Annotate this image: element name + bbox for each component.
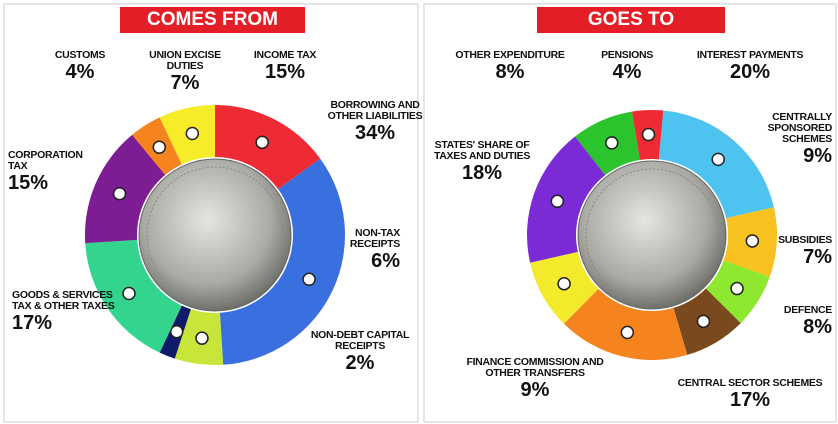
marker-dot (620, 325, 635, 340)
slice-label: SUBSIDIES 7% (752, 234, 832, 269)
coin (577, 160, 727, 310)
value-label: 4% (612, 61, 642, 84)
value-label: 4% (65, 61, 95, 84)
marker-dot (122, 286, 136, 301)
value-label: 7% (803, 246, 832, 269)
marker-dot (112, 186, 127, 201)
marker-dot (550, 194, 565, 209)
panel (3, 3, 419, 423)
slice-label: GOODS & SERVICES TAX & OTHER TAXES 17% (12, 289, 122, 335)
slice-label: INCOME TAX 15% (240, 49, 330, 84)
marker-dot (745, 234, 760, 248)
donut-segment (563, 288, 688, 361)
coin-rim (146, 166, 284, 304)
marker-dot (169, 324, 184, 339)
slice-label: PENSIONS 4% (597, 49, 657, 84)
category-name: FINANCE COMMISSION AND OTHER TRANSFERS (466, 356, 604, 380)
value-label: 6% (371, 250, 400, 273)
marker-dot (711, 152, 725, 167)
marker-dot (696, 314, 711, 329)
value-label: 7% (170, 72, 200, 95)
coin-rim (585, 168, 719, 302)
slice-label: UNION EXCISE DUTIES 7% (145, 49, 225, 95)
value-label: 2% (345, 352, 375, 375)
marker-dot (185, 126, 200, 141)
value-label: 8% (495, 61, 525, 84)
value-label: 15% (264, 61, 306, 84)
category-name: UNION EXCISE DUTIES (149, 49, 221, 73)
slice-label: CENTRAL SECTOR SCHEMES 17% (670, 377, 830, 412)
category-name: CENTRAL SECTOR SCHEMES (677, 377, 823, 389)
slice-label: OTHER EXPENDITURE 8% (450, 49, 570, 84)
coin (138, 158, 292, 312)
donut-segment (85, 134, 166, 244)
value-label: 15% (8, 172, 49, 195)
slice-label: INTEREST PAYMENTS 20% (690, 49, 810, 84)
marker-dot (605, 136, 619, 150)
category-name: BORROWING AND OTHER LIABILITIES (327, 99, 423, 123)
category-name: INCOME TAX (253, 49, 317, 61)
donut-segment (219, 158, 345, 365)
slice-label: DEFENCE 8% (752, 304, 832, 339)
slice-label: NON-DEBT CAPITAL RECEIPTS 2% (300, 329, 420, 375)
category-name: PENSIONS (601, 49, 653, 61)
donut-segment (215, 105, 321, 190)
category-name: INTEREST PAYMENTS (696, 49, 804, 61)
slice-label: CUSTOMS 4% (45, 49, 115, 84)
slice-label: BORROWING AND OTHER LIABILITIES 34% (327, 99, 423, 145)
category-name: NON-DEBT CAPITAL RECEIPTS (310, 329, 410, 353)
value-label: 17% (12, 312, 53, 335)
value-label: 34% (354, 122, 396, 145)
value-label: 18% (461, 162, 503, 185)
value-label: 17% (729, 389, 771, 412)
value-label: 9% (520, 379, 550, 402)
chart-title: GOES TO (537, 7, 725, 33)
value-label: 8% (803, 316, 832, 339)
panel (423, 3, 837, 423)
donut-segment (527, 136, 606, 263)
slice-label: CORPORATION TAX 15% (8, 149, 98, 195)
category-name: SUBSIDIES (778, 234, 832, 246)
marker-dot (730, 281, 744, 296)
chart-title: COMES FROM (120, 7, 305, 33)
slice-label: NON-TAX RECEIPTS 6% (320, 227, 400, 273)
category-name: CORPORATION TAX (8, 149, 83, 173)
marker-dot (255, 135, 269, 150)
category-name: STATES' SHARE OF TAXES AND DUTIES (433, 139, 531, 163)
marker-dot (152, 140, 167, 154)
category-name: CENTRALLY SPONSORED SCHEMES (767, 111, 833, 146)
slice-label: STATES' SHARE OF TAXES AND DUTIES 18% (427, 139, 537, 185)
value-label: 9% (803, 145, 832, 168)
slice-label: CENTRALLY SPONSORED SCHEMES 9% (742, 111, 833, 168)
value-label: 20% (729, 61, 771, 84)
marker-dot (302, 272, 316, 287)
category-name: GOODS & SERVICES TAX & OTHER TAXES (12, 289, 115, 313)
category-name: DEFENCE (783, 304, 832, 316)
marker-dot (195, 331, 209, 345)
marker-dot (641, 127, 656, 142)
category-name: OTHER EXPENDITURE (455, 49, 565, 61)
category-name: CUSTOMS (54, 49, 106, 61)
slice-label: FINANCE COMMISSION AND OTHER TRANSFERS 9% (455, 356, 615, 402)
marker-dot (557, 276, 571, 291)
category-name: NON-TAX RECEIPTS (349, 227, 400, 251)
